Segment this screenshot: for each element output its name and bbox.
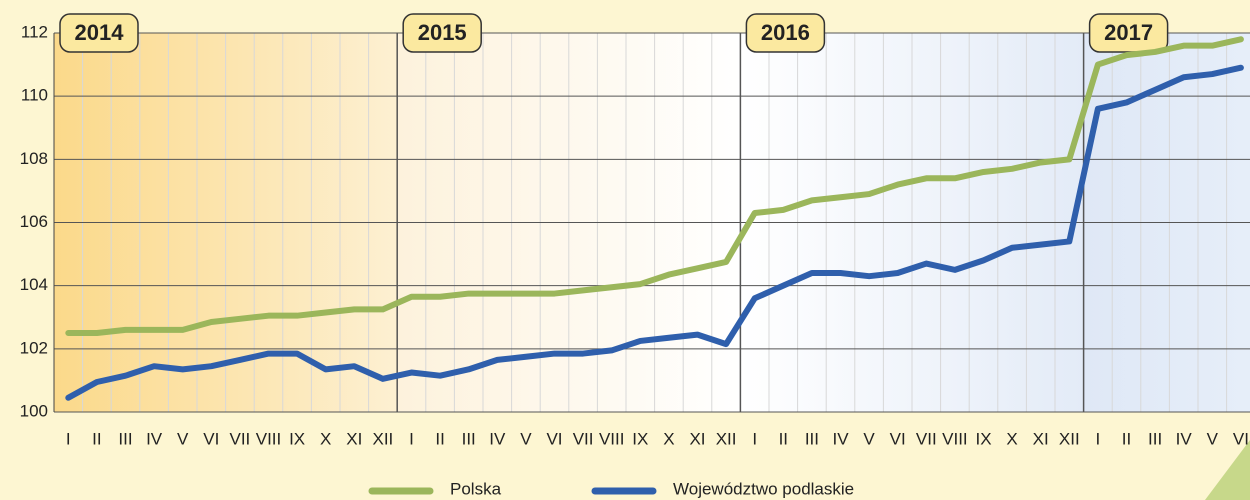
x-tick-label: X [1006,429,1017,448]
year-label-box [59,13,139,53]
x-tick-label: VI [203,429,219,448]
x-tick-label: II [435,429,444,448]
x-tick-label: X [663,429,674,448]
x-tick-label: VII [230,429,251,448]
y-tick-label: 100 [20,401,48,420]
x-tick-label: V [177,429,189,448]
y-tick-label: 104 [20,275,48,294]
x-tick-label: VII [573,429,594,448]
series-line [65,36,1244,337]
x-tick-label: VIII [942,429,968,448]
legend-label: Polska [450,479,502,498]
x-tick-label: V [863,429,875,448]
year-label: 2016 [761,20,810,45]
x-tick-label: XII [1059,429,1080,448]
year-label: 2014 [75,20,125,45]
year-label: 2015 [418,20,467,45]
y-tick-label: 108 [20,149,48,168]
x-tick-label: III [805,429,819,448]
x-tick-label: VI [546,429,562,448]
x-tick-label: XI [1033,429,1049,448]
x-tick-label: I [66,429,71,448]
x-tick-label: XII [373,429,394,448]
year-label: 2017 [1104,20,1153,45]
x-tick-label: IX [975,429,991,448]
x-tick-label: IV [146,429,163,448]
x-tick-label: VIII [599,429,625,448]
x-tick-label: VIII [256,429,282,448]
x-tick-label: XI [689,429,705,448]
y-tick-label: 106 [20,212,48,231]
series-line [65,64,1244,401]
x-tick-label: V [520,429,532,448]
x-tick-label: V [1207,429,1219,448]
year-label-box [745,13,826,53]
x-tick-label: II [1122,429,1131,448]
y-tick-label: 102 [20,338,48,357]
x-tick-label: IV [489,429,506,448]
legend-label: Województwo podlaskie [673,479,854,498]
x-tick-label: III [462,429,476,448]
x-tick-label: IX [289,429,305,448]
x-tick-label: IV [832,429,849,448]
x-tick-label: IX [632,429,648,448]
x-tick-label: XI [346,429,362,448]
corner-decoration [1205,440,1250,500]
x-tick-label: I [752,429,757,448]
x-tick-label: III [1148,429,1162,448]
x-tick-label: X [320,429,331,448]
y-tick-label: 112 [21,22,48,41]
x-tick-label: I [409,429,414,448]
x-tick-label: II [779,429,788,448]
x-tick-label: VI [890,429,906,448]
x-tick-label: VI [1233,429,1249,448]
x-tick-label: XII [716,429,737,448]
x-tick-label: IV [1176,429,1193,448]
x-tick-label: III [118,429,132,448]
x-tick-label: I [1096,429,1101,448]
x-tick-label: II [92,429,101,448]
year-label-box [402,13,482,53]
x-tick-label: VII [916,429,937,448]
y-tick-label: 110 [21,86,48,105]
